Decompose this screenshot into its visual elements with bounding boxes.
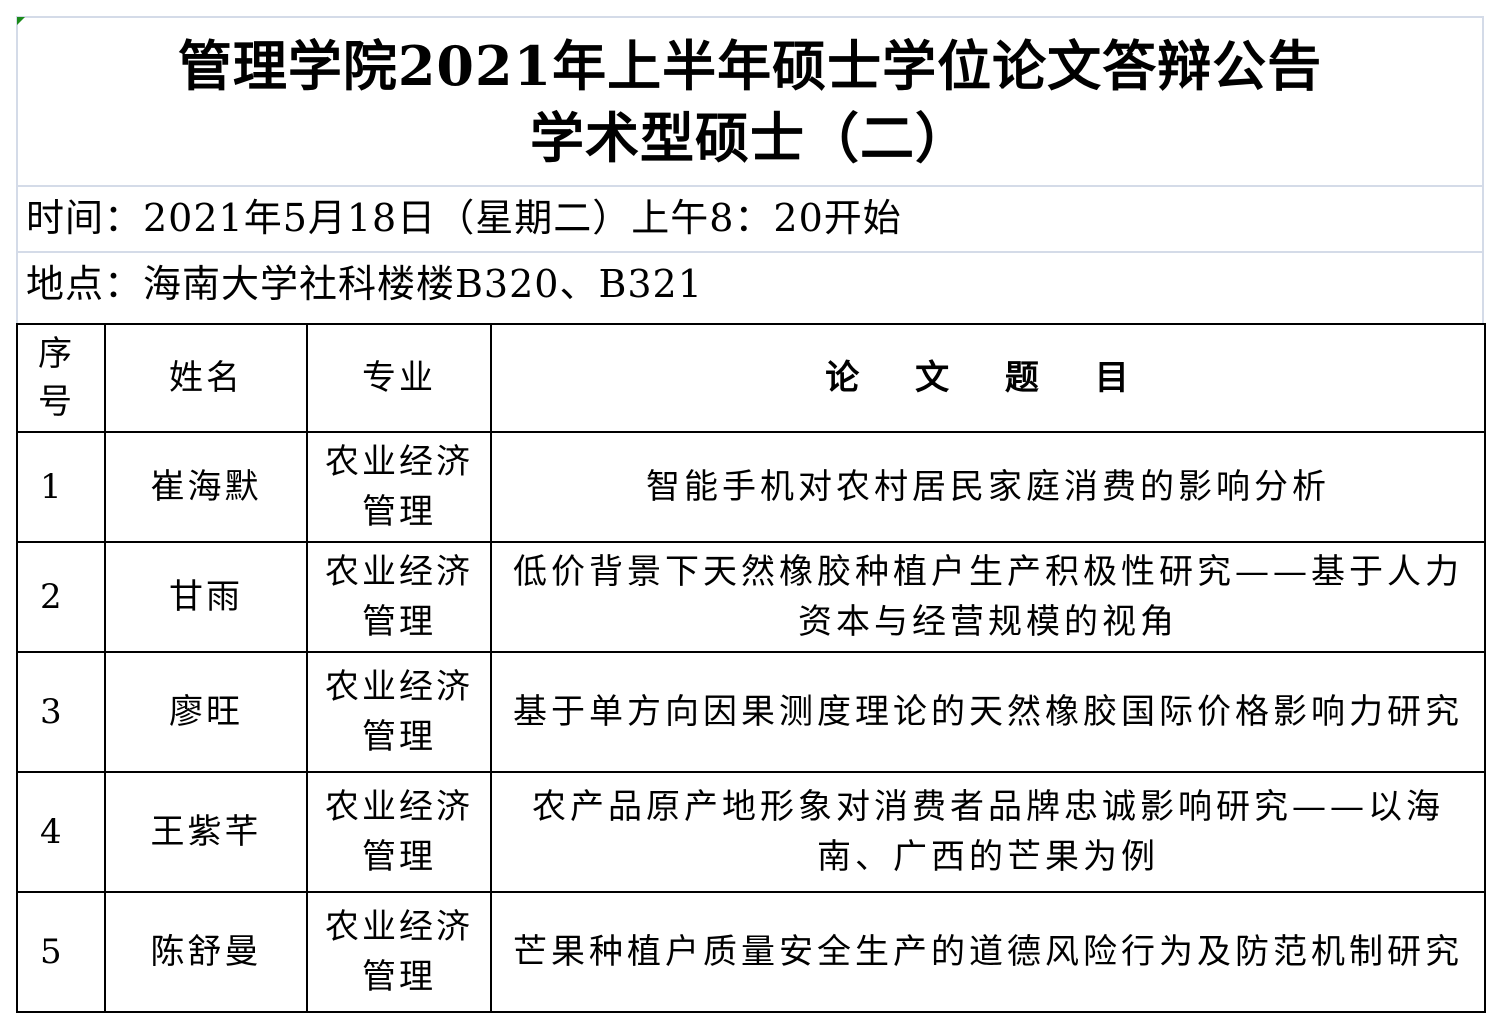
cell-no[interactable]: 2 bbox=[16, 541, 106, 653]
cell-thesis[interactable]: 智能手机对农村居民家庭消费的影响分析 bbox=[490, 431, 1486, 543]
cell-major[interactable]: 农业经济管理 bbox=[306, 541, 492, 653]
notice-sheet: 管理学院2021年上半年硕士学位论文答辩公告 学术型硕士（二） 时间：2021年… bbox=[16, 16, 1486, 1013]
cell-name[interactable]: 陈舒曼 bbox=[104, 891, 308, 1013]
cell-major[interactable]: 农业经济管理 bbox=[306, 651, 492, 773]
table-row: 3 廖旺 农业经济管理 基于单方向因果测度理论的天然橡胶国际价格影响力研究 bbox=[16, 651, 1486, 773]
cell-major[interactable]: 农业经济管理 bbox=[306, 431, 492, 543]
page-subtitle: 学术型硕士（二） bbox=[530, 105, 970, 170]
cell-no[interactable]: 1 bbox=[16, 431, 106, 543]
table-header-row: 序号 姓名 专业 论 文 题 目 bbox=[16, 323, 1486, 433]
cell-major[interactable]: 农业经济管理 bbox=[306, 891, 492, 1013]
page-title: 管理学院2021年上半年硕士学位论文答辩公告 bbox=[177, 33, 1323, 98]
table-row: 5 陈舒曼 农业经济管理 芒果种植户质量安全生产的道德风险行为及防范机制研究 bbox=[16, 891, 1486, 1013]
location-cell[interactable]: 地点：海南大学社科楼楼B320、B321 bbox=[16, 251, 1484, 323]
cell-thesis[interactable]: 农产品原产地形象对消费者品牌忠诚影响研究——以海南、广西的芒果为例 bbox=[490, 771, 1486, 893]
cell-thesis[interactable]: 芒果种植户质量安全生产的道德风险行为及防范机制研究 bbox=[490, 891, 1486, 1013]
cell-no[interactable]: 4 bbox=[16, 771, 106, 893]
table-row: 2 甘雨 农业经济管理 低价背景下天然橡胶种植户生产积极性研究——基于人力资本与… bbox=[16, 541, 1486, 653]
table-row: 4 王紫芊 农业经济管理 农产品原产地形象对消费者品牌忠诚影响研究——以海南、广… bbox=[16, 771, 1486, 893]
table-row: 1 崔海默 农业经济管理 智能手机对农村居民家庭消费的影响分析 bbox=[16, 431, 1486, 543]
time-cell[interactable]: 时间：2021年5月18日（星期二）上午8：20开始 bbox=[16, 185, 1484, 251]
cell-thesis[interactable]: 基于单方向因果测度理论的天然橡胶国际价格影响力研究 bbox=[490, 651, 1486, 773]
header-name[interactable]: 姓名 bbox=[104, 323, 308, 433]
cell-name[interactable]: 廖旺 bbox=[104, 651, 308, 773]
cell-name[interactable]: 崔海默 bbox=[104, 431, 308, 543]
title-cell[interactable]: 管理学院2021年上半年硕士学位论文答辩公告 学术型硕士（二） bbox=[16, 16, 1484, 185]
cell-name[interactable]: 甘雨 bbox=[104, 541, 308, 653]
cell-major[interactable]: 农业经济管理 bbox=[306, 771, 492, 893]
header-thesis[interactable]: 论 文 题 目 bbox=[490, 323, 1486, 433]
defense-table: 序号 姓名 专业 论 文 题 目 1 崔海默 农业经济管理 智能手机对农村居民家… bbox=[16, 323, 1486, 1013]
cell-no[interactable]: 3 bbox=[16, 651, 106, 773]
cell-marker-icon bbox=[17, 17, 25, 25]
header-no[interactable]: 序号 bbox=[16, 323, 106, 433]
header-major[interactable]: 专业 bbox=[306, 323, 492, 433]
cell-name[interactable]: 王紫芊 bbox=[104, 771, 308, 893]
cell-no[interactable]: 5 bbox=[16, 891, 106, 1013]
cell-thesis[interactable]: 低价背景下天然橡胶种植户生产积极性研究——基于人力资本与经营规模的视角 bbox=[490, 541, 1486, 653]
